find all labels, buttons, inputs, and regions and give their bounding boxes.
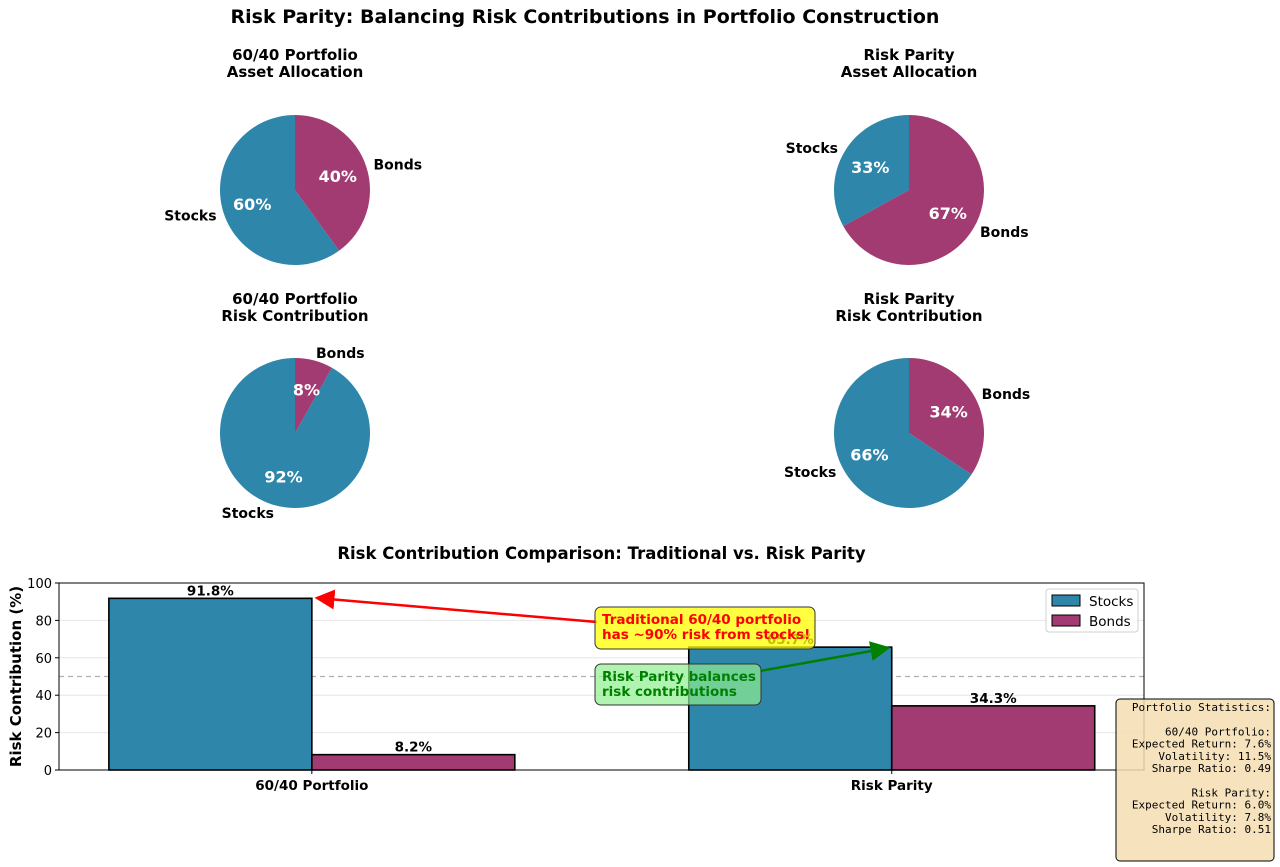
stats-line: Expected Return: 6.0% — [1132, 799, 1271, 812]
stats-box-frame — [1115, 698, 1275, 862]
pie-slice-bonds — [295, 115, 371, 251]
x-tick-label: Risk Parity — [851, 778, 933, 794]
pie-slice-label: Stocks — [784, 465, 836, 481]
pie-slice-label: Bonds — [373, 158, 422, 174]
axes-frame — [58, 582, 1145, 771]
pie-pct-label: 34% — [929, 403, 967, 422]
legend-label: Stocks — [1089, 594, 1133, 610]
figure-title: Risk Parity: Balancing Risk Contribution… — [231, 6, 940, 28]
pie-slice-label: Stocks — [786, 141, 838, 157]
bar-chart: Risk Contribution Comparison: Traditiona… — [7, 544, 1145, 794]
y-tick-label: 100 — [27, 577, 52, 592]
annotation-text: risk contributions — [602, 684, 737, 700]
stats-line: 60/40 Portfolio: — [1165, 725, 1271, 738]
pie-slice-stocks — [834, 358, 972, 509]
bar-value-label: 34.3% — [970, 691, 1017, 707]
pie-pct-label: 33% — [851, 158, 889, 177]
pie-pct-label: 66% — [850, 445, 888, 464]
pie-slice-label: Bonds — [980, 225, 1029, 241]
legend-swatch-bonds — [1051, 614, 1081, 627]
pie-pct-label: 8% — [293, 380, 320, 399]
bar-stocks — [108, 597, 313, 771]
pie-title: 60/40 Portfolio — [232, 46, 358, 64]
pie-pct-label: 60% — [233, 195, 271, 214]
y-tick-label: 40 — [35, 689, 52, 704]
pie-slice-bonds — [843, 115, 984, 266]
stats-line: Sharpe Ratio: 0.49 — [1152, 762, 1271, 775]
pie-slice-label: Bonds — [316, 346, 365, 362]
annotation-text: Risk Parity balances — [602, 669, 756, 685]
legend-swatch-stocks — [1051, 594, 1081, 607]
pie-title: Risk Contribution — [221, 307, 368, 325]
pie-slice-label: Stocks — [164, 208, 216, 224]
bar-value-label: 91.8% — [187, 583, 234, 599]
pie-slice-label: Bonds — [982, 387, 1031, 403]
pie-pct-label: 40% — [319, 167, 357, 186]
bar-bonds — [311, 753, 516, 771]
pie-slice-label: Stocks — [222, 506, 274, 522]
bar-bonds — [890, 705, 1096, 771]
pie-title: Risk Parity — [863, 46, 954, 64]
pie-slice-bonds — [295, 358, 332, 433]
stats-line: Expected Return: 7.6% — [1132, 738, 1271, 751]
bar-chart-title: Risk Contribution Comparison: Traditiona… — [337, 544, 866, 563]
pie-title: Risk Parity — [863, 290, 954, 308]
stats-line: Volatility: 11.5% — [1158, 750, 1271, 763]
y-tick-label: 0 — [44, 764, 52, 779]
stats-line: Risk Parity: — [1192, 786, 1271, 799]
pie-slice-stocks — [220, 358, 370, 509]
x-tick-label: 60/40 Portfolio — [255, 778, 368, 794]
legend: Stocks Bonds — [1045, 588, 1139, 633]
annotation-box — [594, 606, 816, 650]
stats-line: Volatility: 7.8% — [1165, 811, 1271, 824]
annotation-box — [594, 663, 762, 706]
annotation-arrow-red — [314, 589, 598, 624]
y-axis-label: Risk Contribution (%) — [7, 586, 25, 767]
y-tick-label: 60 — [35, 652, 52, 667]
pie-title: Asset Allocation — [841, 63, 978, 81]
stats-line: Portfolio Statistics: — [1132, 701, 1271, 714]
pie-slice-stocks — [219, 115, 340, 265]
pie-title: Asset Allocation — [227, 63, 364, 81]
pie-title: Risk Contribution — [835, 307, 982, 325]
stats-line: Sharpe Ratio: 0.51 — [1152, 823, 1271, 836]
annotation-text: Traditional 60/40 portfolio — [602, 612, 801, 628]
pie-slice-stocks — [834, 115, 909, 227]
pie-pct-label: 67% — [929, 204, 967, 223]
pie-title: 60/40 Portfolio — [232, 290, 358, 308]
pie-pct-label: 92% — [264, 468, 302, 487]
stats-box: Portfolio Statistics:60/40 Portfolio:Exp… — [1115, 698, 1275, 862]
annotation-text: has ~90% risk from stocks! — [602, 627, 810, 643]
y-tick-label: 80 — [35, 614, 52, 629]
y-tick-label: 20 — [35, 727, 52, 742]
legend-label: Bonds — [1089, 614, 1131, 630]
pie-slice-bonds — [909, 358, 984, 475]
bar-value-label: 8.2% — [395, 740, 433, 756]
annotation-arrow-green — [759, 641, 891, 673]
